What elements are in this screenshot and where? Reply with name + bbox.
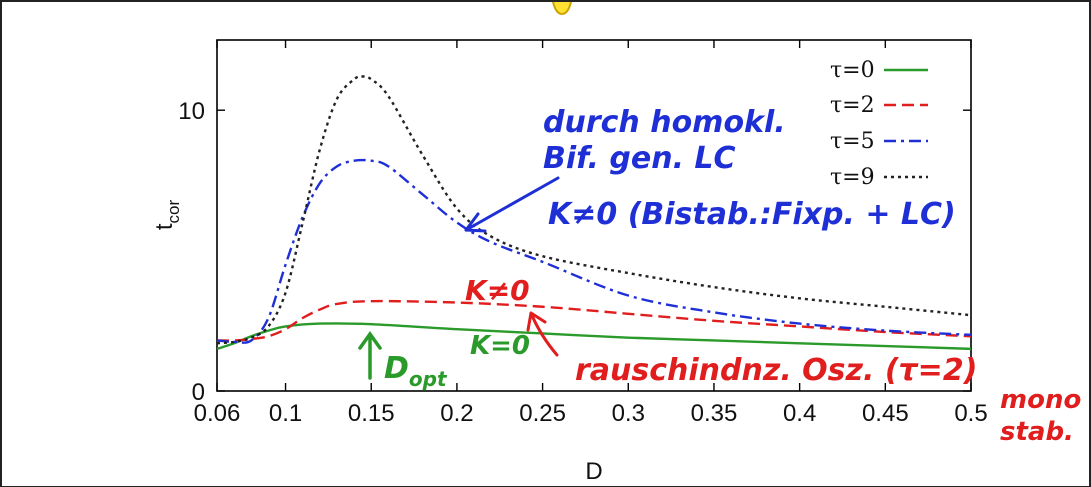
- axis-ticks: [216, 40, 972, 392]
- y-axis-title: tcor: [151, 200, 183, 231]
- note-mono: mono: [1000, 385, 1081, 415]
- note-rauschinduz-osz: rauschindnz. Osz. (τ=2): [575, 353, 977, 388]
- x-tick-label: 0.1: [269, 400, 302, 427]
- legend-item-tau2: τ=2: [830, 93, 928, 118]
- svg-text:τ=9: τ=9: [830, 165, 875, 190]
- series-line-1: [216, 299, 972, 342]
- legend-item-tau5: τ=5: [830, 129, 928, 154]
- series-lines: [216, 75, 972, 351]
- note-k-neq-0-bistab: K≠0 (Bistab.:Fixp. + LC): [548, 197, 956, 232]
- legend: τ=0 τ=2 τ=5 τ=9: [830, 58, 928, 190]
- note-k-neq-0-red: K≠0: [465, 274, 530, 307]
- x-tick-labels: 0.06 0.1 0.15 0.2 0.25 0.3 0.35 0.4 0.45 0.5: [194, 400, 988, 427]
- x-tick-label: 0.2: [440, 400, 473, 427]
- svg-text:τ=5: τ=5: [830, 129, 875, 154]
- svg-text:τ=0: τ=0: [830, 58, 875, 83]
- blue-arrow-icon: [464, 176, 560, 233]
- x-tick-label: 0.06: [194, 400, 241, 427]
- note-stab: stab.: [1000, 417, 1074, 447]
- legend-item-tau0: τ=0: [830, 58, 928, 83]
- note-durch-homokl: durch homokl.: [543, 105, 786, 140]
- green-up-arrow-icon: [358, 330, 382, 380]
- y-tick-label: 0: [192, 379, 205, 406]
- y-tick-labels: 0 10: [178, 98, 205, 406]
- svg-text:τ=2: τ=2: [830, 93, 875, 118]
- note-k-eq-0: K=0: [470, 331, 530, 361]
- x-tick-label: 0.4: [783, 400, 816, 427]
- note-d-opt: Dopt: [384, 351, 448, 391]
- note-bif-gen-lc: Bif. gen. LC: [543, 141, 736, 176]
- series-line-2: [216, 158, 972, 344]
- x-axis-title: D: [585, 458, 602, 485]
- pointer-marker-icon: [552, 1, 572, 16]
- legend-item-tau9: τ=9: [830, 165, 928, 190]
- svg-text:tcor: tcor: [151, 200, 183, 231]
- handwritten-annotations: durch homokl. Bif. gen. LC K≠0 (Bistab.:…: [358, 105, 1081, 447]
- plot-frame: [216, 39, 972, 392]
- x-tick-label: 0.5: [954, 400, 987, 427]
- x-tick-label: 0.45: [862, 400, 909, 427]
- x-tick-label: 0.3: [612, 400, 645, 427]
- x-tick-label: 0.25: [519, 400, 566, 427]
- x-tick-label: 0.15: [348, 400, 395, 427]
- series-line-0: [216, 322, 972, 351]
- y-tick-label: 10: [178, 98, 205, 125]
- red-arrow-icon: [526, 311, 559, 357]
- x-tick-label: 0.35: [691, 400, 738, 427]
